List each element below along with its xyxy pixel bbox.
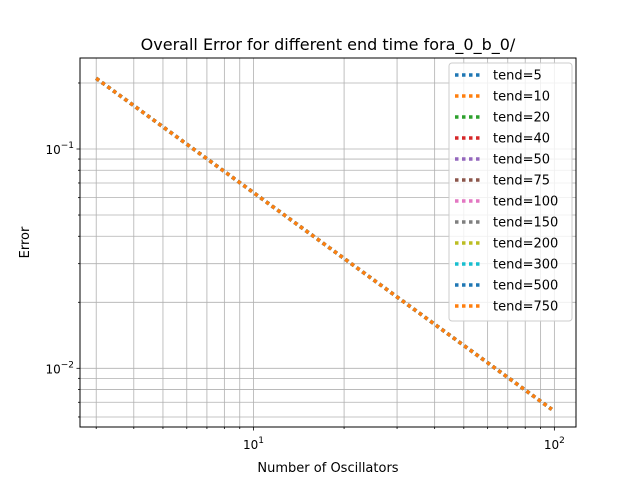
x-tick-label: 102 [544,436,565,452]
axis-ticks: 101 102 10−2 10−1 [45,82,565,452]
legend-label: tend=150 [493,216,558,231]
legend-label: tend=75 [493,174,550,189]
legend-label: tend=40 [493,132,550,147]
legend-label: tend=200 [493,237,558,252]
legend-label: tend=500 [493,279,558,294]
legend-label: tend=20 [493,111,550,126]
legend-label: tend=50 [493,153,550,168]
legend-label: tend=750 [493,300,558,315]
x-axis-label: Number of Oscillators [257,461,398,476]
legend: tend=5 tend=10 tend=20 tend=40 tend=50 tend=7… [448,62,573,322]
legend-box [448,62,573,322]
legend-label: tend=100 [493,195,558,210]
series-lines [95,76,553,411]
chart-title: Overall Error for different end time for… [141,35,516,55]
plot-frame [79,57,577,428]
legend-label: tend=300 [493,258,558,273]
y-axis-label: Error [18,226,33,258]
y-tick-label: 10−1 [45,141,74,157]
x-tick-label: 101 [243,436,264,452]
series-line [95,76,553,411]
y-tick-label: 10−2 [45,360,74,376]
legend-label: tend=10 [493,90,550,105]
legend-label: tend=5 [493,69,542,84]
